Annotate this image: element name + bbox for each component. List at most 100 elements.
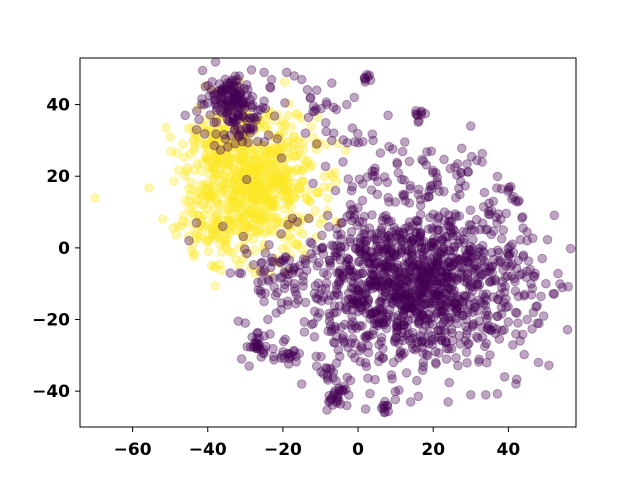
data-point: [247, 191, 258, 201]
data-point: [249, 156, 259, 167]
data-point: [384, 255, 394, 266]
data-point: [432, 240, 442, 251]
data-point: [235, 91, 246, 102]
data-point: [439, 246, 449, 257]
data-point: [287, 167, 298, 178]
data-point: [358, 136, 368, 147]
data-point: [209, 261, 219, 272]
data-point: [224, 228, 235, 239]
data-point: [227, 247, 237, 258]
data-point: [383, 279, 393, 290]
data-point: [210, 225, 220, 236]
data-point: [240, 163, 251, 173]
data-point: [199, 126, 210, 136]
data-point: [194, 114, 204, 125]
data-point: [238, 133, 248, 144]
data-point: [440, 325, 450, 335]
data-point: [212, 153, 222, 163]
data-point: [376, 305, 386, 316]
data-point: [348, 204, 359, 215]
data-point: [250, 144, 260, 154]
data-point: [239, 242, 249, 253]
data-point: [407, 273, 417, 284]
data-point: [228, 195, 238, 205]
data-point: [312, 312, 323, 322]
data-point: [263, 126, 273, 136]
data-point: [213, 90, 224, 100]
data-point: [229, 190, 239, 201]
data-point: [210, 128, 220, 139]
data-point: [417, 278, 427, 289]
data-point: [234, 211, 244, 221]
data-point: [451, 192, 461, 203]
data-point: [215, 183, 225, 193]
data-point: [203, 220, 214, 230]
data-point: [212, 216, 223, 226]
data-point: [269, 143, 279, 153]
data-point: [542, 234, 553, 245]
data-point: [233, 136, 244, 146]
data-point: [232, 91, 243, 101]
data-point: [386, 246, 397, 257]
data-point: [208, 180, 219, 191]
data-point: [271, 179, 281, 189]
data-point: [257, 102, 268, 113]
data-point: [563, 281, 574, 292]
data-point: [269, 111, 280, 121]
data-point: [426, 299, 436, 309]
data-point: [274, 146, 284, 156]
data-point: [233, 107, 243, 117]
data-point: [333, 290, 344, 300]
data-point: [218, 148, 229, 158]
data-point: [329, 301, 340, 311]
data-point: [462, 329, 472, 340]
data-point: [254, 193, 265, 203]
x-tick-label: −20: [264, 440, 302, 460]
data-point: [221, 84, 231, 95]
data-point: [368, 329, 378, 340]
data-point: [233, 90, 244, 100]
data-point: [242, 80, 252, 90]
data-point: [178, 216, 188, 227]
data-point: [275, 142, 286, 152]
data-point: [266, 167, 276, 178]
data-point: [214, 224, 224, 235]
data-point: [250, 152, 260, 163]
data-point: [275, 128, 286, 139]
data-point: [234, 214, 244, 225]
data-point: [246, 262, 256, 273]
data-point: [221, 243, 231, 253]
data-point: [212, 102, 222, 113]
data-point: [243, 137, 253, 148]
data-point: [234, 242, 245, 253]
data-point: [284, 214, 295, 225]
data-point: [249, 195, 260, 206]
x-tick-label: 40: [497, 440, 521, 460]
data-point: [392, 292, 403, 302]
data-point: [220, 100, 231, 111]
data-point: [327, 135, 337, 146]
data-point: [412, 343, 422, 353]
data-point: [311, 144, 322, 154]
data-point: [462, 167, 473, 177]
data-point: [288, 139, 299, 150]
data-point: [305, 196, 315, 206]
data-point: [253, 166, 264, 177]
data-point: [233, 110, 243, 120]
data-point: [254, 160, 265, 171]
data-point: [494, 247, 504, 258]
data-point: [430, 267, 440, 278]
data-point: [439, 154, 449, 165]
data-point: [427, 268, 438, 278]
data-point: [246, 100, 256, 111]
data-point: [499, 372, 510, 382]
data-point: [305, 92, 316, 103]
data-point: [283, 186, 293, 196]
data-point: [507, 239, 518, 249]
data-point: [302, 155, 313, 166]
data-point: [240, 167, 250, 177]
data-point: [227, 97, 238, 107]
data-point: [335, 351, 345, 362]
data-point: [237, 204, 247, 215]
data-point: [487, 261, 498, 272]
